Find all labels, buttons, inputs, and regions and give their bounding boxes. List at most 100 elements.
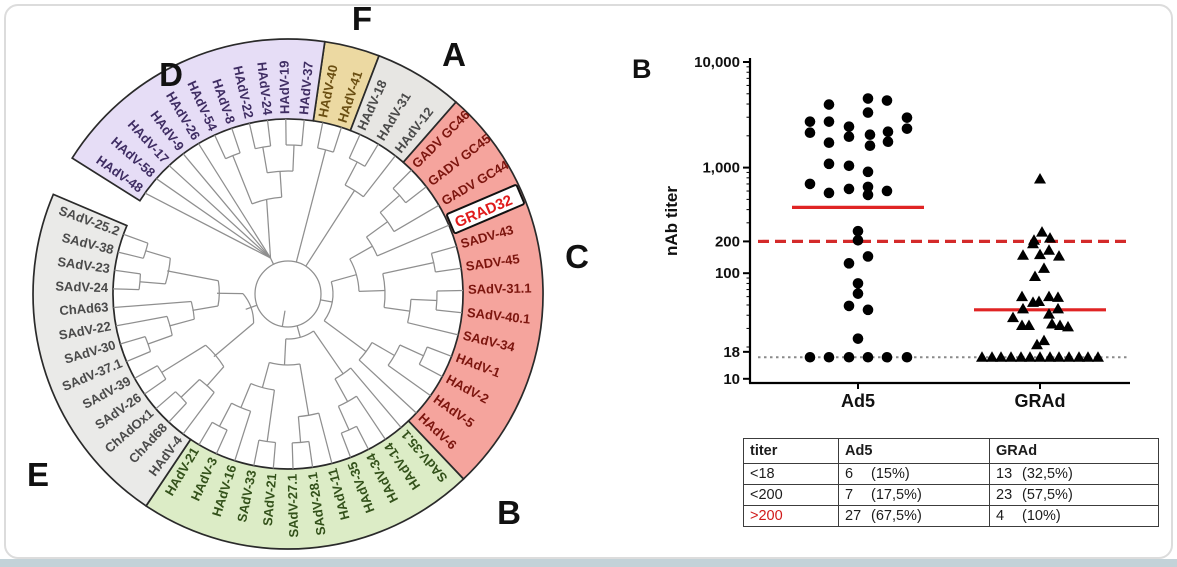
tree-branch — [407, 322, 459, 336]
tree-branch — [144, 378, 167, 395]
tree-branch — [266, 120, 272, 147]
tree-branch — [114, 269, 141, 275]
tree-arc — [365, 236, 378, 257]
grad-value-cell: 4 (10%) — [989, 505, 1159, 527]
table-header-row: titer Ad5 GRAd — [743, 438, 1159, 464]
tree-branch — [435, 267, 462, 273]
tree-branch — [399, 344, 424, 357]
tree-branch — [231, 128, 241, 154]
tree-branch — [168, 165, 271, 259]
tree-branch — [214, 134, 227, 159]
data-point-triangle — [986, 351, 998, 362]
group-band-E — [32, 193, 192, 508]
tree-branch — [334, 378, 349, 402]
leaf-label: SAdV-23 — [57, 254, 111, 276]
data-point-circle — [852, 234, 864, 246]
data-point-circle — [881, 95, 893, 106]
data-point-triangle — [1031, 338, 1043, 350]
titer-range-cell: <200 — [743, 484, 839, 506]
data-point-triangle — [1007, 311, 1019, 323]
tree-branch — [426, 346, 452, 357]
data-point-circle — [882, 136, 894, 148]
data-point-circle — [843, 160, 855, 172]
data-point-circle — [901, 112, 913, 123]
data-point-triangle — [1034, 351, 1046, 362]
tree-branch — [313, 330, 344, 375]
tree-branch — [376, 224, 450, 257]
tree-branch — [167, 270, 219, 282]
tree-branch — [279, 171, 283, 198]
tree-branch — [358, 359, 417, 414]
tree-branch — [320, 299, 333, 303]
tree-arc — [211, 421, 228, 431]
data-point-circle — [862, 189, 874, 201]
data-point-triangle — [1034, 248, 1046, 260]
y-tick-label: 10 — [723, 371, 740, 388]
data-point-circle — [852, 278, 864, 289]
data-point-triangle — [1005, 351, 1017, 362]
x-category-label: Ad5 — [841, 391, 875, 411]
tree-branch — [392, 169, 412, 189]
data-point-circle — [843, 300, 855, 312]
group-letter-C: C — [565, 238, 589, 275]
tree-branch — [206, 366, 225, 387]
tree-branch — [218, 402, 233, 427]
data-point-triangle — [1029, 270, 1041, 282]
tree-branch — [265, 199, 272, 259]
tree-branch — [168, 402, 187, 423]
tree-arc — [341, 425, 357, 434]
data-point-triangle — [995, 351, 1007, 362]
tree-branch — [120, 336, 146, 345]
tree-branch — [272, 442, 277, 469]
tree-branch — [316, 122, 324, 149]
tree-arc — [258, 439, 276, 444]
leaf-label: HAdV-24 — [254, 61, 275, 117]
leaf-label: SAdV-21 — [260, 473, 279, 527]
data-point-circle — [862, 93, 874, 104]
table-row: >200 27 (67,5%) 4 (10%) — [743, 505, 1159, 527]
tree-branch — [291, 442, 294, 469]
data-point-circle — [882, 126, 894, 137]
ad5-count: 7 — [845, 487, 854, 503]
tree-branch — [117, 251, 144, 259]
tree-branch — [266, 389, 276, 442]
data-point-triangle — [1073, 351, 1085, 362]
tree-branch — [355, 395, 386, 440]
grad-value-cell: 23 (57,5%) — [989, 484, 1159, 506]
group-letter-B: B — [497, 494, 521, 531]
data-point-circle — [864, 129, 876, 141]
tree-branch — [234, 411, 252, 461]
tree-branch — [115, 315, 168, 327]
x-category-label: GRAd — [1015, 391, 1066, 411]
data-point-triangle — [1027, 237, 1039, 249]
data-point-triangle — [1043, 308, 1055, 319]
tree-branch — [215, 429, 228, 454]
data-point-triangle — [1052, 291, 1064, 302]
tree-branch — [364, 143, 379, 167]
tree-branch — [139, 281, 166, 285]
data-point-triangle — [1082, 351, 1094, 362]
tree-branch — [384, 306, 410, 312]
tree-branch — [358, 289, 385, 293]
tree-branch — [145, 250, 171, 259]
grad-percent: (10%) — [1022, 508, 1061, 524]
tree-branch — [292, 145, 295, 172]
tree-branch — [349, 245, 373, 260]
tree-branch — [410, 298, 437, 302]
tree-arc — [251, 196, 282, 205]
data-point-triangle — [1043, 290, 1055, 302]
data-point-circle — [864, 140, 876, 152]
tree-branch — [405, 186, 427, 204]
y-tick-label: 1,000 — [702, 160, 740, 177]
tree-branch — [296, 325, 301, 338]
tree-branch — [197, 143, 272, 259]
data-point-circle — [862, 107, 874, 118]
group-letter-E: E — [27, 456, 49, 493]
data-point-circle — [852, 225, 864, 237]
data-point-circle — [843, 131, 855, 142]
data-point-circle — [823, 137, 835, 149]
data-point-circle — [804, 178, 816, 190]
data-point-triangle — [1034, 172, 1046, 184]
tree-branch — [436, 309, 463, 314]
tree-branch — [253, 439, 260, 466]
